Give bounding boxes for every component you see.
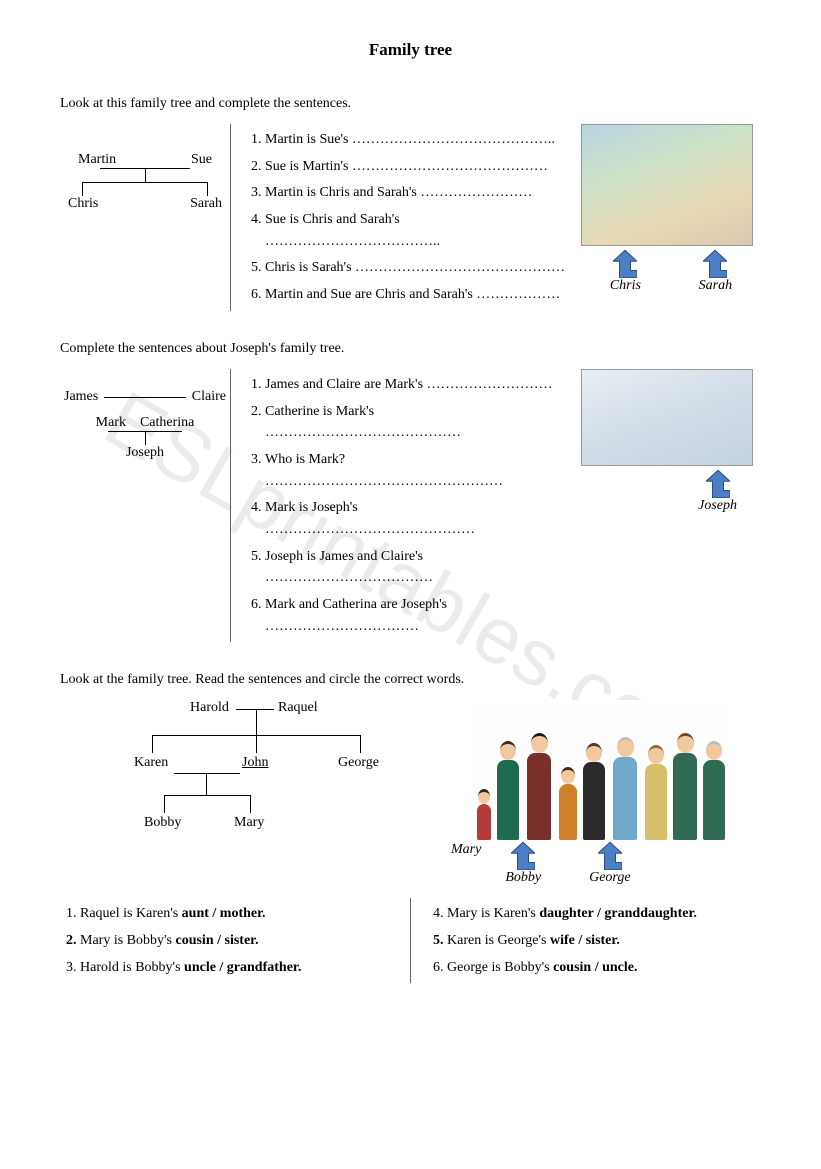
- section2-arrows: Joseph: [581, 470, 761, 514]
- family-illustration: [471, 700, 731, 840]
- tree-node: James: [64, 389, 98, 405]
- section3-questions-right: Mary is Karen's daughter / granddaughter…: [411, 898, 761, 983]
- section3-questions-left: Raquel is Karen's aunt / mother. Mary is …: [60, 898, 411, 983]
- tree-node: Martin: [78, 152, 116, 168]
- tree-node: Harold: [190, 700, 229, 716]
- up-arrow-icon: [703, 250, 727, 278]
- question-item: Mary is Karen's daughter / granddaughter…: [447, 903, 761, 925]
- tree-node: Mark: [96, 415, 126, 431]
- section3-instruction: Look at the family tree. Read the senten…: [60, 672, 761, 688]
- question-item: Karen is George's wife / sister.: [447, 930, 761, 952]
- question-item: Harold is Bobby's uncle / grandfather.: [80, 957, 394, 979]
- tree-node: Chris: [68, 196, 98, 212]
- section1-photo-col: Chris Sarah: [581, 124, 761, 294]
- section3-illustration-col: Mary Bobby George: [471, 700, 761, 886]
- question-item: Martin and Sue are Chris and Sarah's …………: [265, 284, 571, 306]
- section2-questions: James and Claire are Mark's ……………………… Ca…: [230, 369, 571, 643]
- arrow-group: Sarah: [699, 250, 732, 294]
- question-item: Sue is Martin's ……………………………………: [265, 156, 571, 178]
- arrow-group: Mary: [451, 842, 481, 886]
- section2-instruction: Complete the sentences about Joseph's fa…: [60, 341, 761, 357]
- question-item: Mark and Catherina are Joseph's ………………………: [265, 594, 571, 637]
- section1-questions: Martin is Sue's …………………………………….. Sue is …: [230, 124, 571, 311]
- tree-node: John: [242, 755, 268, 771]
- arrow-label: Chris: [610, 278, 641, 294]
- page-title: Family tree: [60, 40, 761, 60]
- tree-node: Claire: [192, 389, 226, 405]
- illustration-person: [583, 743, 605, 840]
- question-item: Chris is Sarah's ………………………………………: [265, 257, 571, 279]
- arrow-label: Mary: [451, 842, 481, 858]
- question-item: Who is Mark? ……………………………………………: [265, 449, 571, 492]
- arrow-group: Chris: [610, 250, 641, 294]
- up-arrow-icon: [598, 842, 622, 870]
- up-arrow-icon: [511, 842, 535, 870]
- worksheet-page: Family tree Look at this family tree and…: [0, 0, 821, 1023]
- question-item: James and Claire are Mark's ………………………: [265, 374, 571, 396]
- arrow-label: Joseph: [698, 498, 737, 514]
- tree-node: Joseph: [126, 445, 164, 461]
- family-photo: [581, 369, 753, 466]
- arrow-group: George: [589, 842, 630, 886]
- question-item: Joseph is James and Claire's ………………………………: [265, 546, 571, 589]
- illustration-person: [703, 741, 725, 840]
- illustration-person: [559, 767, 577, 840]
- section1: Martin Sue Chris Sarah Martin is Sue's ……: [60, 124, 761, 311]
- section3-top: Harold Raquel Karen John George Bobby Ma…: [60, 700, 761, 886]
- section2: James Claire Mark Catherina Joseph James…: [60, 369, 761, 643]
- question-item: Raquel is Karen's aunt / mother.: [80, 903, 394, 925]
- section1-arrows: Chris Sarah: [581, 250, 761, 294]
- tree-node: Catherina: [140, 415, 194, 431]
- tree-node: George: [338, 755, 379, 771]
- tree-node: Sue: [191, 152, 212, 168]
- illustration-person: [527, 733, 551, 840]
- question-item: Martin is Chris and Sarah's ……………………: [265, 182, 571, 204]
- arrow-label: Bobby: [505, 870, 541, 886]
- section2-photo-col: Joseph: [581, 369, 761, 514]
- arrow-group: Joseph: [698, 470, 737, 514]
- illustration-person: [613, 737, 637, 840]
- section3-questions: Raquel is Karen's aunt / mother. Mary is …: [60, 898, 761, 983]
- section1-tree: Martin Sue Chris Sarah: [60, 124, 230, 212]
- tree-node: Raquel: [278, 700, 318, 716]
- illustration-person: [497, 741, 519, 840]
- question-item: George is Bobby's cousin / uncle.: [447, 957, 761, 979]
- question-item: Catherine is Mark's ……………………………………: [265, 401, 571, 444]
- tree-node: Mary: [234, 815, 264, 831]
- up-arrow-icon: [706, 470, 730, 498]
- section1-instruction: Look at this family tree and complete th…: [60, 96, 761, 112]
- question-item: Sue is Chris and Sarah's ………………………………..: [265, 209, 571, 252]
- question-item: Martin is Sue's ……………………………………..: [265, 129, 571, 151]
- question-item: Mary is Bobby's cousin / sister.: [80, 930, 394, 952]
- illustration-person: [645, 745, 667, 840]
- family-photo: [581, 124, 753, 246]
- tree-node: Bobby: [144, 815, 181, 831]
- tree-node: Sarah: [190, 196, 222, 212]
- illustration-person: [673, 733, 697, 840]
- tree-node: Karen: [134, 755, 168, 771]
- section2-tree: James Claire Mark Catherina Joseph: [60, 369, 230, 461]
- arrow-label: Sarah: [699, 278, 732, 294]
- arrow-label: George: [589, 870, 630, 886]
- up-arrow-icon: [613, 250, 637, 278]
- illustration-person: [477, 789, 491, 840]
- section3-arrows: Mary Bobby George: [471, 842, 761, 886]
- question-item: Mark is Joseph's ………………………………………: [265, 497, 571, 540]
- arrow-group: Bobby: [505, 842, 541, 886]
- section3-tree: Harold Raquel Karen John George Bobby Ma…: [60, 700, 451, 865]
